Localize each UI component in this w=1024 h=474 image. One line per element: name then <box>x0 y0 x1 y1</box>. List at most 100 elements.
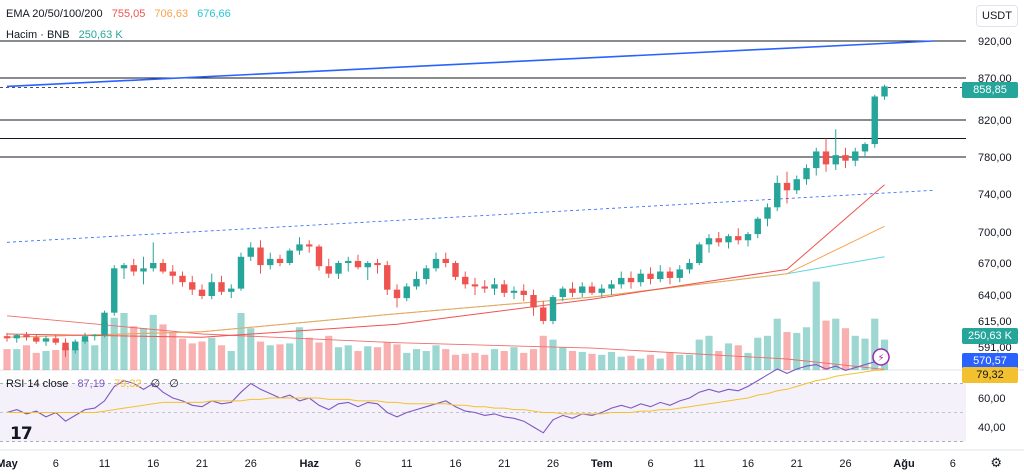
candle-body <box>354 260 362 268</box>
volume-bar <box>646 354 655 370</box>
volume-bar <box>783 332 791 370</box>
rsi-legend-extra-1: ∅ <box>150 378 161 390</box>
tradingview-logo[interactable]: 17 <box>10 424 33 444</box>
volume-bar <box>520 352 528 370</box>
candle-body <box>696 244 703 263</box>
volume-bar <box>149 314 157 370</box>
candle-body <box>793 179 800 191</box>
volume-bar <box>266 345 274 370</box>
candle-body <box>72 341 79 351</box>
candle-body <box>549 297 557 321</box>
candle-body <box>247 247 254 257</box>
ema100-value: 676,66 <box>197 8 231 20</box>
candle-body <box>559 288 566 298</box>
rsi-legend[interactable]: RSI 14 close 87,19 79,32 ∅ ∅ <box>6 377 185 390</box>
volume-bar <box>110 317 118 370</box>
rsi-tick-label: 40,00 <box>978 422 1006 434</box>
volume-bar <box>529 349 538 370</box>
volume-legend[interactable]: Hacim · BNB 250,63 K <box>6 29 129 41</box>
lightning-glyph: ⚡ <box>877 353 884 364</box>
candle-body <box>237 256 245 289</box>
volume-bar <box>237 313 245 370</box>
last-price-tag: 858,85 <box>962 82 1018 98</box>
volume-bar <box>754 337 762 370</box>
volume-bar <box>393 344 401 370</box>
time-tick-label: 21 <box>791 458 803 470</box>
candle-body <box>442 258 449 263</box>
volume-bar <box>286 343 294 370</box>
candle-body <box>618 277 625 285</box>
volume-bar <box>403 352 411 370</box>
candle-body <box>666 271 674 278</box>
volume-bar <box>666 352 674 370</box>
volume-bar <box>578 351 586 370</box>
time-tick-label: Tem <box>591 458 613 470</box>
volume-bar <box>305 337 313 370</box>
volume-legend-label: Hacim · BNB <box>6 29 70 41</box>
volume-bar <box>627 355 635 370</box>
volume-bar <box>208 337 216 370</box>
volume-bar <box>481 354 489 370</box>
volume-bar <box>139 328 148 370</box>
candle-body <box>62 342 69 351</box>
volume-bar <box>451 354 460 370</box>
rsi-legend-value: 87,19 <box>77 378 105 390</box>
candle-body <box>852 151 859 161</box>
volume-bar <box>412 349 421 370</box>
rsi-ma-legend-value: 79,32 <box>114 378 142 390</box>
time-tick-label: 21 <box>196 458 208 470</box>
volume-bar <box>32 352 40 370</box>
candle-body <box>296 244 303 251</box>
volume-bar <box>159 324 167 370</box>
volume-bar <box>676 354 684 370</box>
volume-bar <box>325 335 333 370</box>
candle-body <box>140 268 147 272</box>
candle-body <box>208 282 215 297</box>
candle-body <box>803 168 810 180</box>
candle-body <box>257 247 264 266</box>
gear-icon[interactable]: ⚙ <box>990 455 1002 470</box>
volume-bar <box>256 341 265 370</box>
volume-bar <box>432 345 440 370</box>
currency-selector[interactable]: USDT <box>976 5 1018 27</box>
candle-body <box>774 182 781 208</box>
candle-body <box>393 289 401 299</box>
candle-body <box>657 271 664 279</box>
time-tick-label: 6 <box>950 458 956 470</box>
ema100-line <box>6 256 885 338</box>
candle-body <box>384 265 391 290</box>
candle-body <box>471 284 479 287</box>
ema20-value: 755,05 <box>111 8 146 20</box>
volume-bar <box>734 345 742 370</box>
ema-legend[interactable]: EMA 20/50/100/200 755,05 706,63 676,66 <box>6 8 237 20</box>
volume-bar <box>315 342 323 370</box>
volume-bar <box>490 349 499 370</box>
volume-bar <box>871 318 879 370</box>
candle-body <box>101 312 108 336</box>
candle-body <box>520 290 527 295</box>
price-tick-label: 920,00 <box>978 36 1012 48</box>
candle-body <box>179 275 186 283</box>
candle-body <box>198 289 206 297</box>
price-tick-label: 780,00 <box>978 152 1012 164</box>
candle-body <box>218 282 225 292</box>
volume-legend-value: 250,63 K <box>78 29 123 41</box>
candle-body <box>627 277 635 283</box>
time-tick-label: May <box>0 458 19 470</box>
candle-body <box>276 258 284 263</box>
candle-body <box>159 263 167 272</box>
volume-bar <box>295 327 304 370</box>
volume-bar <box>198 341 206 370</box>
time-tick-label: Ağu <box>893 458 914 470</box>
candle-body <box>813 151 820 169</box>
candle-body <box>325 266 332 274</box>
ema200-tag: 570,57 <box>962 353 1018 369</box>
candle-body <box>871 96 878 145</box>
time-tick-label: Haz <box>299 458 319 470</box>
volume-bar <box>169 332 177 370</box>
volume-bar <box>130 326 138 370</box>
price-tick-label: 820,00 <box>978 115 1012 127</box>
candle-body <box>462 276 469 285</box>
